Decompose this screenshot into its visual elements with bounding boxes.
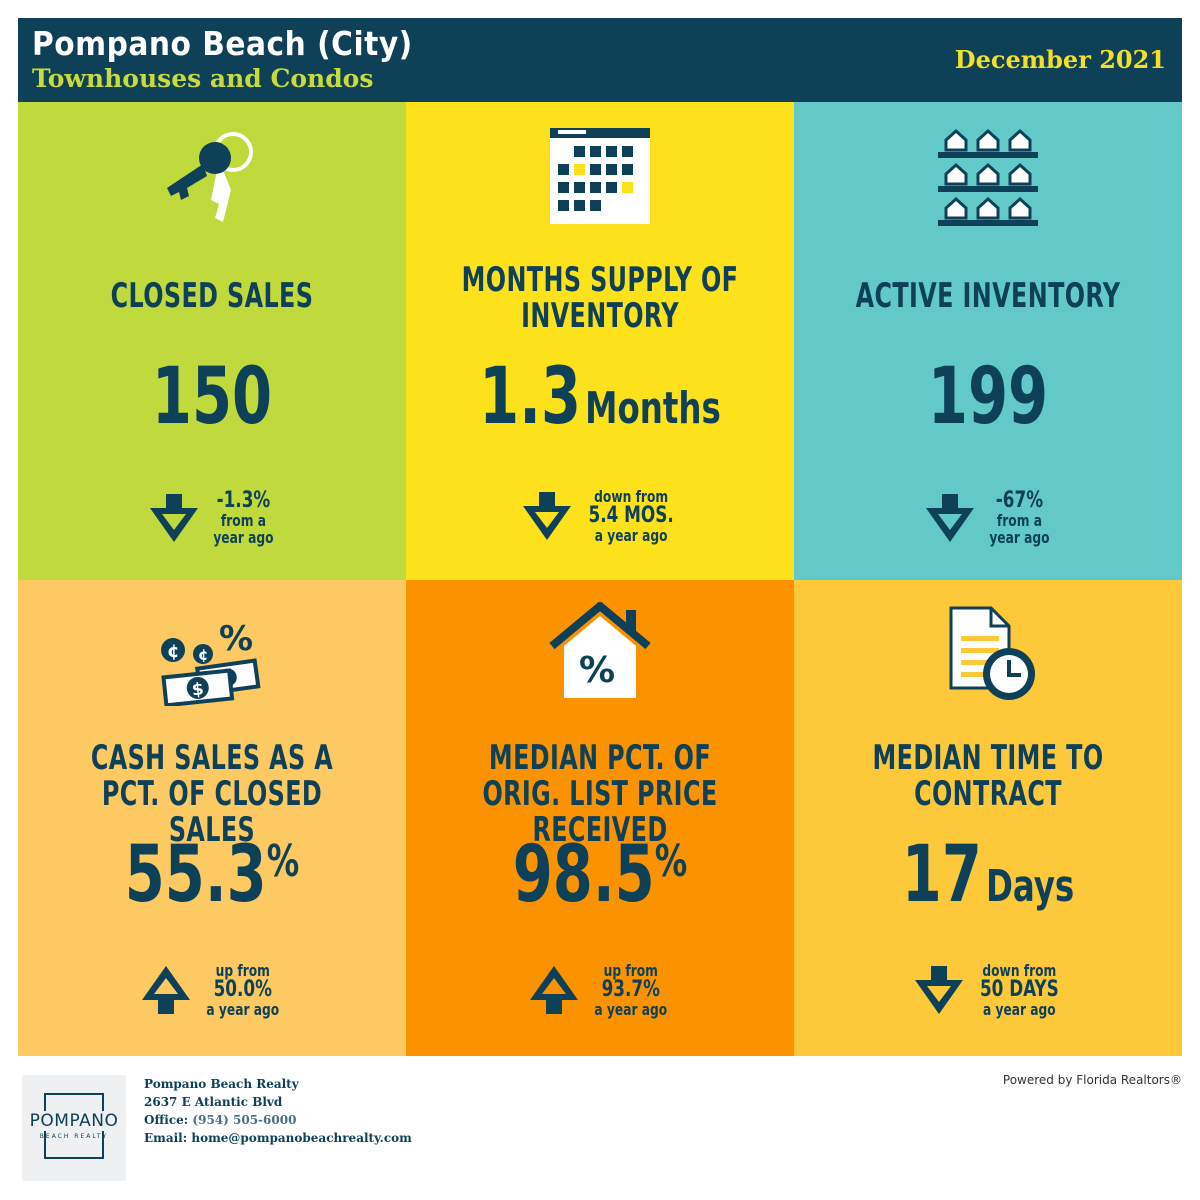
value-number: 199 (927, 352, 1049, 442)
change-indicator: down from 50 DAYS a year ago (794, 962, 1182, 1018)
change-indicator: -1.3% from a year ago (18, 490, 406, 546)
tile-label: MONTHS SUPPLY OF INVENTORY (461, 260, 739, 336)
change-line-3: a year ago (594, 1000, 668, 1019)
value-number: 55.3 (124, 830, 267, 920)
contact-info: Pompano Beach Realty 2637 E Atlantic Blv… (144, 1075, 412, 1147)
tile-label: CLOSED SALES (110, 276, 314, 316)
tile-label: MEDIAN PCT. OF ORIG. LIST PRICE RECEIVED (482, 738, 718, 850)
email-link[interactable]: home@pompanobeachrealty.com (191, 1131, 412, 1145)
value-unit: Months (585, 383, 721, 434)
change-line-1: down from (982, 961, 1056, 980)
houses-grid-icon (794, 124, 1182, 228)
logo-tagline: BEACH REALTY (39, 1133, 109, 1140)
tile-months-supply: MONTHS SUPPLY OF INVENTORY 1.3 Months do… (406, 102, 794, 580)
calendar-icon (406, 124, 794, 228)
svg-text:%: % (219, 619, 253, 659)
report-date: December 2021 (954, 45, 1166, 74)
change-indicator: -67% from a year ago (794, 490, 1182, 546)
change-line-3: year ago (212, 528, 274, 547)
email-label: Email: (144, 1131, 188, 1145)
up-arrow-icon (530, 966, 579, 1014)
change-line-1: -1.3% (216, 488, 270, 513)
change-line-2: from a (996, 511, 1042, 530)
down-arrow-icon (914, 966, 963, 1014)
tile-label: MEDIAN TIME TO CONTRACT (872, 738, 1104, 814)
change-line-3: a year ago (982, 1000, 1056, 1019)
report-header: Pompano Beach (City) Townhouses and Cond… (18, 18, 1182, 102)
tile-value: 98.5% (441, 830, 759, 920)
change-line-3: year ago (988, 528, 1050, 547)
cash-icon: % ¢ ¢ $ (18, 610, 406, 706)
down-arrow-icon (522, 492, 571, 540)
change-line-2: 50.0% (213, 977, 273, 1002)
value-number: 1.3 (479, 352, 582, 442)
change-line-2: from a (220, 511, 266, 530)
change-line-1: down from (594, 487, 668, 506)
tile-value: 1.3 Months (441, 352, 759, 442)
change-line-3: a year ago (206, 1000, 280, 1019)
tile-median-pct-list-price: % MEDIAN PCT. OF ORIG. LIST PRICE RECEIV… (406, 580, 794, 1056)
company-name: Pompano Beach Realty (144, 1077, 299, 1091)
change-line-1: up from (603, 961, 659, 980)
footer (0, 1056, 1200, 1200)
office-label: Office: (144, 1113, 189, 1127)
powered-by: Powered by Florida Realtors® (1002, 1073, 1182, 1087)
tile-value: 17 Days (829, 830, 1147, 920)
tile-label: ACTIVE INVENTORY (855, 276, 1121, 316)
down-arrow-icon (149, 494, 198, 542)
down-arrow-icon (925, 494, 974, 542)
tile-closed-sales: CLOSED SALES 150 -1.3% from a year ago (18, 102, 406, 580)
office-phone-link[interactable]: (954) 505-6000 (192, 1113, 297, 1127)
tile-value: 55.3% (53, 830, 371, 920)
change-indicator: down from 5.4 MOS. a year ago (406, 488, 794, 544)
svg-text:$: $ (191, 679, 205, 700)
house-percent-icon: % (406, 602, 794, 706)
logo-name: POMPANO (22, 1111, 126, 1131)
report-subtitle: Townhouses and Condos (32, 64, 374, 93)
value-number: 98.5 (512, 830, 655, 920)
change-line-3: a year ago (594, 526, 668, 545)
document-clock-icon (794, 604, 1182, 704)
change-indicator: up from 93.7% a year ago (406, 962, 794, 1018)
value-unit: % (654, 836, 688, 887)
company-logo: POMPANO BEACH REALTY (22, 1075, 126, 1181)
change-line-2: 5.4 MOS. (588, 503, 674, 528)
tile-median-time-to-contract: MEDIAN TIME TO CONTRACT 17 Days down fro… (794, 580, 1182, 1056)
company-address: 2637 E Atlantic Blvd (144, 1095, 283, 1109)
change-line-2: 93.7% (601, 977, 661, 1002)
up-arrow-icon (142, 966, 191, 1014)
value-number: 150 (151, 352, 273, 442)
change-line-2: 50 DAYS (979, 977, 1059, 1002)
keys-icon (18, 130, 406, 230)
report-title: Pompano Beach (City) (32, 24, 413, 63)
value-unit: % (266, 836, 300, 887)
change-line-1: up from (215, 961, 271, 980)
tile-label: CASH SALES AS A PCT. OF CLOSED SALES (90, 738, 334, 850)
svg-text:%: % (579, 650, 615, 691)
svg-text:¢: ¢ (198, 646, 208, 664)
change-indicator: up from 50.0% a year ago (18, 962, 406, 1018)
tile-value: 150 (53, 352, 371, 442)
tile-active-inventory: ACTIVE INVENTORY 199 -67% from a year ag… (794, 102, 1182, 580)
tile-value: 199 (829, 352, 1147, 442)
value-number: 17 (901, 830, 982, 920)
value-unit: Days (985, 861, 1075, 912)
svg-text:¢: ¢ (167, 641, 180, 662)
change-line-1: -67% (995, 488, 1043, 513)
tile-cash-sales: % ¢ ¢ $ CASH SALES AS A PCT. OF CLOSED S… (18, 580, 406, 1056)
